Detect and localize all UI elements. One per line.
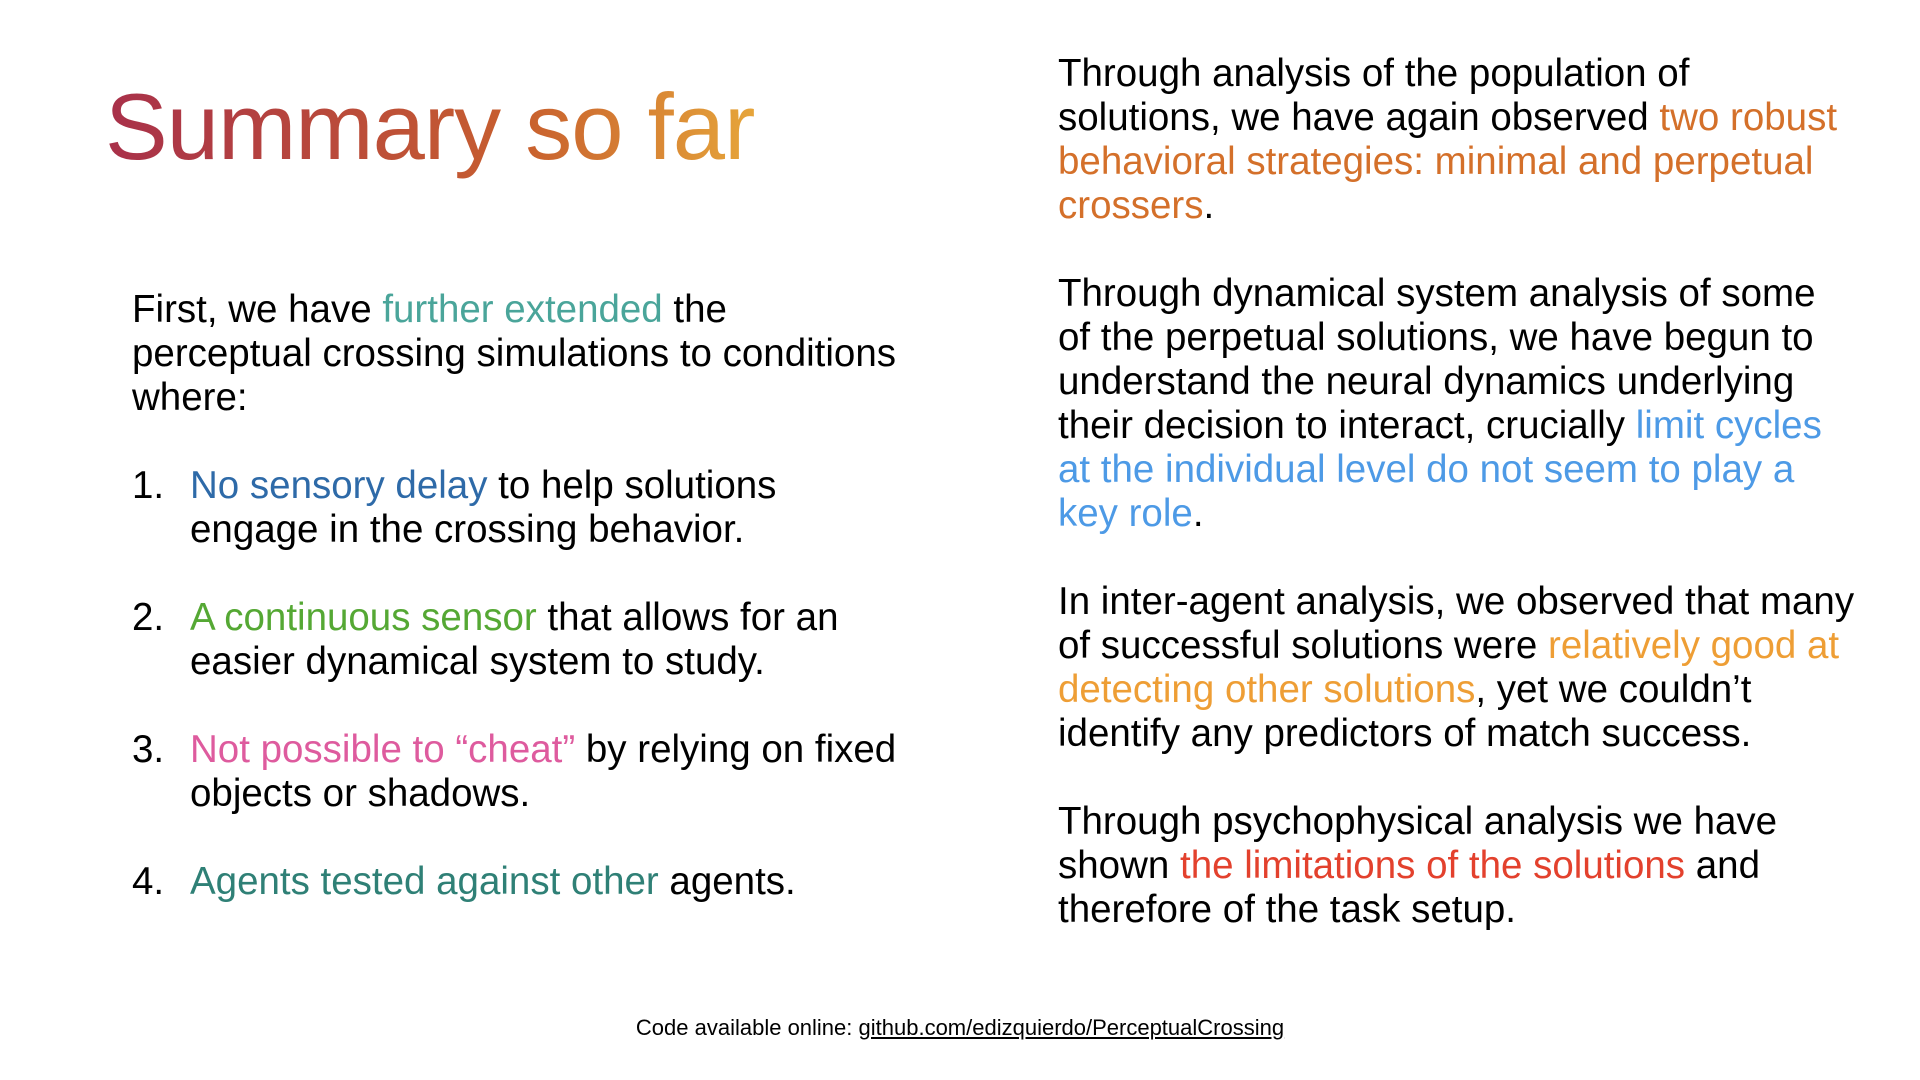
- list-number: 1.: [132, 464, 165, 507]
- title-part-summary: Summary: [105, 74, 526, 179]
- list-highlight: Not possible to “cheat”: [190, 728, 576, 771]
- paragraph-text-end: , yet we couldn’t identify any predictor…: [1058, 668, 1752, 755]
- intro-highlight: further extended: [382, 288, 663, 331]
- intro-prefix: First, we have: [132, 288, 383, 331]
- paragraph-text-end: .: [1192, 492, 1204, 535]
- right-column: Through analysis of the population of so…: [1058, 52, 1858, 932]
- list-text: agents.: [658, 860, 796, 903]
- footer-label: Code available online:: [635, 1015, 859, 1040]
- list-item: 3. Not possible to “cheat” by relying on…: [132, 728, 902, 816]
- inter-agent-analysis-paragraph: In inter-agent analysis, we observed tha…: [1058, 580, 1858, 756]
- paragraph-text: In inter-agent analysis, we observed tha…: [1058, 580, 1855, 667]
- paragraph-text-end: .: [1203, 184, 1215, 227]
- paragraph-highlight: the limitations of the solutions: [1180, 844, 1686, 887]
- list-text: to help solutions engage in the crossing…: [190, 464, 777, 551]
- list-highlight: Agents tested against other: [190, 860, 659, 903]
- intro-paragraph: First, we have further extended the perc…: [132, 288, 902, 420]
- paragraph-highlight: relatively good at detecting other solut…: [1058, 624, 1840, 711]
- population-analysis-paragraph: Through analysis of the population of so…: [1058, 52, 1858, 228]
- list-item: 1. No sensory delay to help solutions en…: [132, 464, 902, 552]
- paragraph-text: Through psychophysical analysis we have …: [1058, 800, 1778, 887]
- list-number: 2.: [132, 596, 165, 639]
- list-number: 3.: [132, 728, 165, 771]
- intro-suffix: the perceptual crossing simulations to c…: [132, 288, 896, 419]
- title-part-so-far: so far: [525, 74, 755, 179]
- code-availability-footer: Code available online: github.com/edizqu…: [0, 1013, 1920, 1043]
- paragraph-text-end: and therefore of the task setup.: [1058, 844, 1760, 931]
- list-highlight: No sensory delay: [190, 464, 488, 507]
- list-item: 4. Agents tested against other agents.: [132, 860, 902, 904]
- list-text: by relying on fixed objects or shadows.: [190, 728, 897, 815]
- dynamical-analysis-paragraph: Through dynamical system analysis of som…: [1058, 272, 1858, 536]
- page-title: Summary so far: [105, 74, 755, 179]
- list-number: 4.: [132, 860, 165, 903]
- paragraph-text: Through analysis of the population of so…: [1058, 52, 1690, 139]
- paragraph-highlight: limit cycles at the individual level do …: [1058, 404, 1822, 535]
- list-highlight: A continuous sensor: [190, 596, 537, 639]
- psychophysical-analysis-paragraph: Through psychophysical analysis we have …: [1058, 800, 1858, 932]
- left-column: First, we have further extended the perc…: [132, 288, 902, 948]
- github-link[interactable]: github.com/edizquierdo/PerceptualCrossin…: [858, 1015, 1285, 1040]
- conditions-list: 1. No sensory delay to help solutions en…: [132, 464, 902, 904]
- list-item: 2. A continuous sensor that allows for a…: [132, 596, 902, 684]
- paragraph-highlight: two robust behavioral strategies: minima…: [1058, 96, 1838, 227]
- paragraph-text: Through dynamical system analysis of som…: [1058, 272, 1816, 447]
- list-text: that allows for an easier dynamical syst…: [190, 596, 839, 683]
